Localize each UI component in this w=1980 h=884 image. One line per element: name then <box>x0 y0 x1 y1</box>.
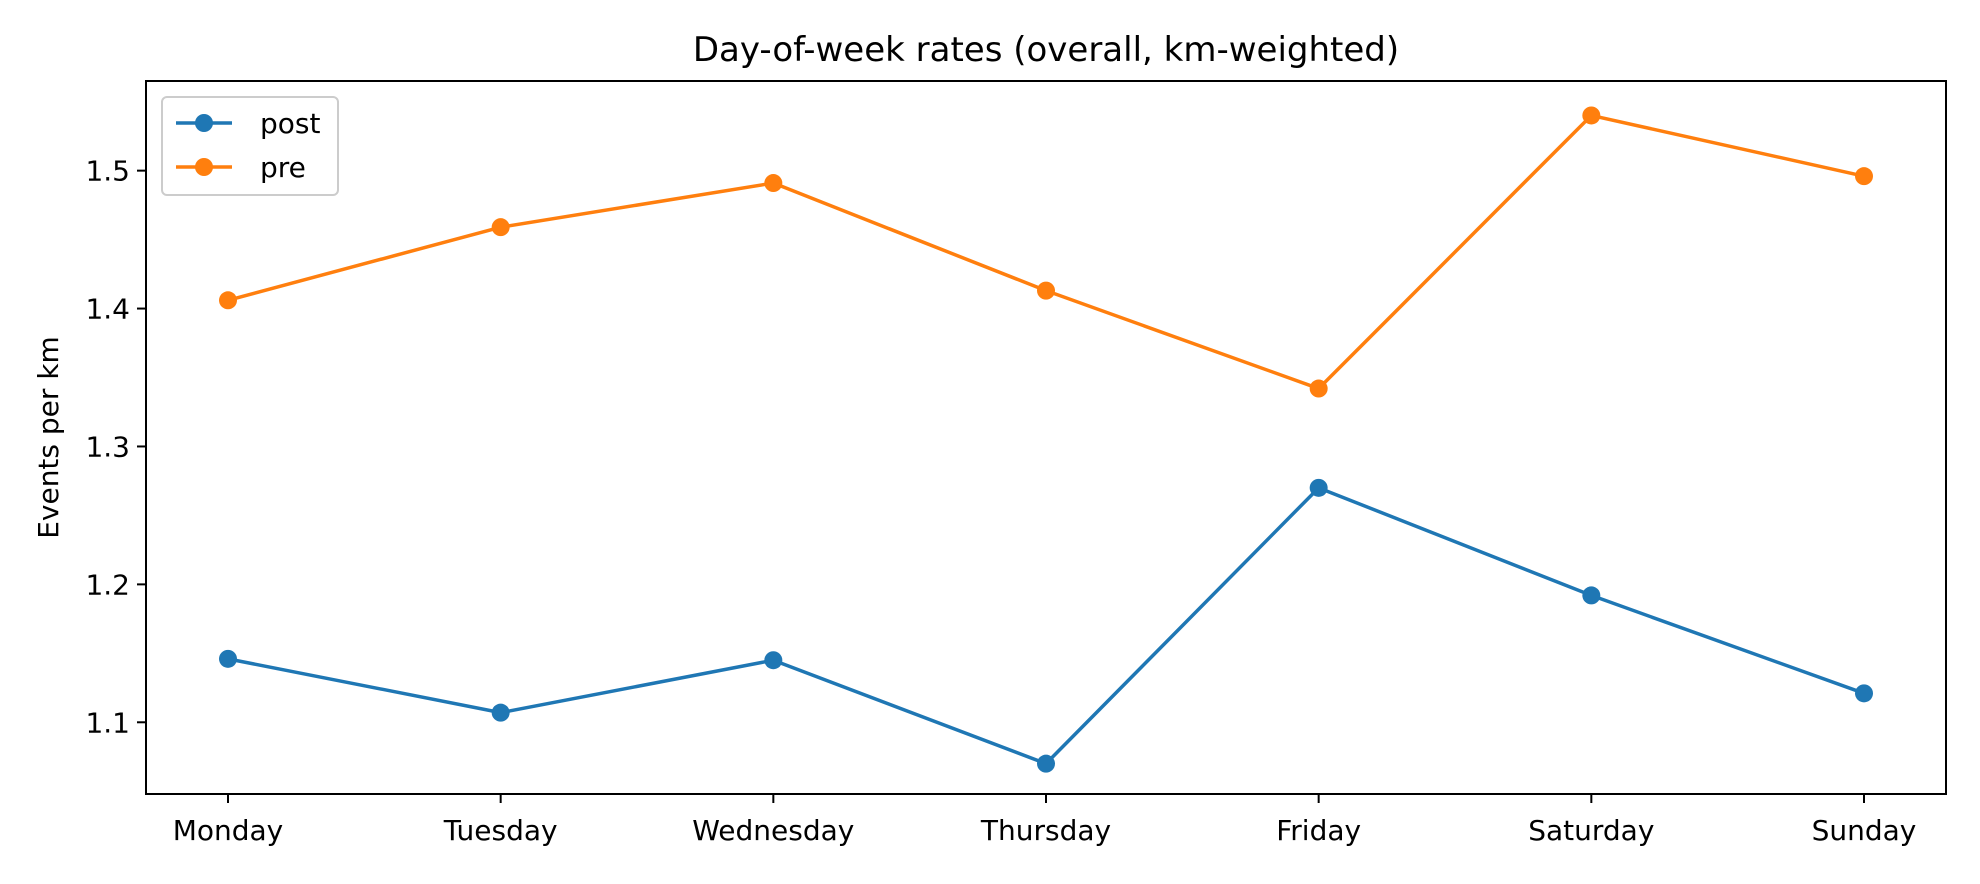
data-point[interactable] <box>1309 478 1328 497</box>
y-tick-label: 1.1 <box>85 706 130 739</box>
x-tick-label: Sunday <box>1812 814 1917 847</box>
data-point[interactable] <box>1582 586 1601 605</box>
data-point[interactable] <box>1037 281 1055 300</box>
legend-label: pre <box>260 151 306 184</box>
y-tick-label: 1.3 <box>85 430 130 463</box>
series-pre <box>219 106 1873 398</box>
data-point[interactable] <box>1582 106 1601 125</box>
x-tick-label: Thursday <box>980 814 1111 847</box>
series-layer <box>219 106 1873 773</box>
data-point[interactable] <box>764 651 783 670</box>
data-point[interactable] <box>1855 684 1873 703</box>
legend-marker <box>195 114 213 132</box>
series-line-post <box>227 486 1865 766</box>
data-point[interactable] <box>219 291 237 310</box>
legend-item-post[interactable]: post <box>176 107 320 140</box>
x-tick-label: Saturday <box>1528 814 1654 847</box>
series-post <box>219 478 1873 773</box>
series-line-pre <box>227 113 1865 391</box>
plot-frame <box>145 80 1947 795</box>
legend-marker <box>195 158 213 176</box>
data-point[interactable] <box>1309 379 1328 398</box>
legend-item-pre[interactable]: pre <box>176 151 306 184</box>
y-tick-label: 1.2 <box>85 568 130 601</box>
y-axis-title: Events per km <box>32 336 65 539</box>
y-axis: 1.1 1.2 1.3 1.4 1.5 <box>85 155 146 739</box>
chart-title: Day-of-week rates (overall, km-weighted) <box>693 30 1399 70</box>
x-tick-label: Tuesday <box>443 814 558 847</box>
legend[interactable]: post pre <box>161 96 339 196</box>
data-point[interactable] <box>1855 167 1873 186</box>
data-point[interactable] <box>491 218 510 237</box>
data-point[interactable] <box>491 703 510 722</box>
y-tick-label: 1.4 <box>85 293 130 326</box>
x-axis: Monday Tuesday Wednesday Thursday Friday Satu… <box>173 794 1917 847</box>
data-point[interactable] <box>764 174 783 193</box>
y-tick-label: 1.5 <box>85 155 130 188</box>
legend-label: post <box>260 107 320 140</box>
data-point[interactable] <box>219 649 237 668</box>
x-tick-label: Friday <box>1276 814 1361 847</box>
x-tick-label: Wednesday <box>692 814 854 847</box>
x-tick-label: Monday <box>173 814 284 847</box>
data-point[interactable] <box>1037 754 1055 773</box>
